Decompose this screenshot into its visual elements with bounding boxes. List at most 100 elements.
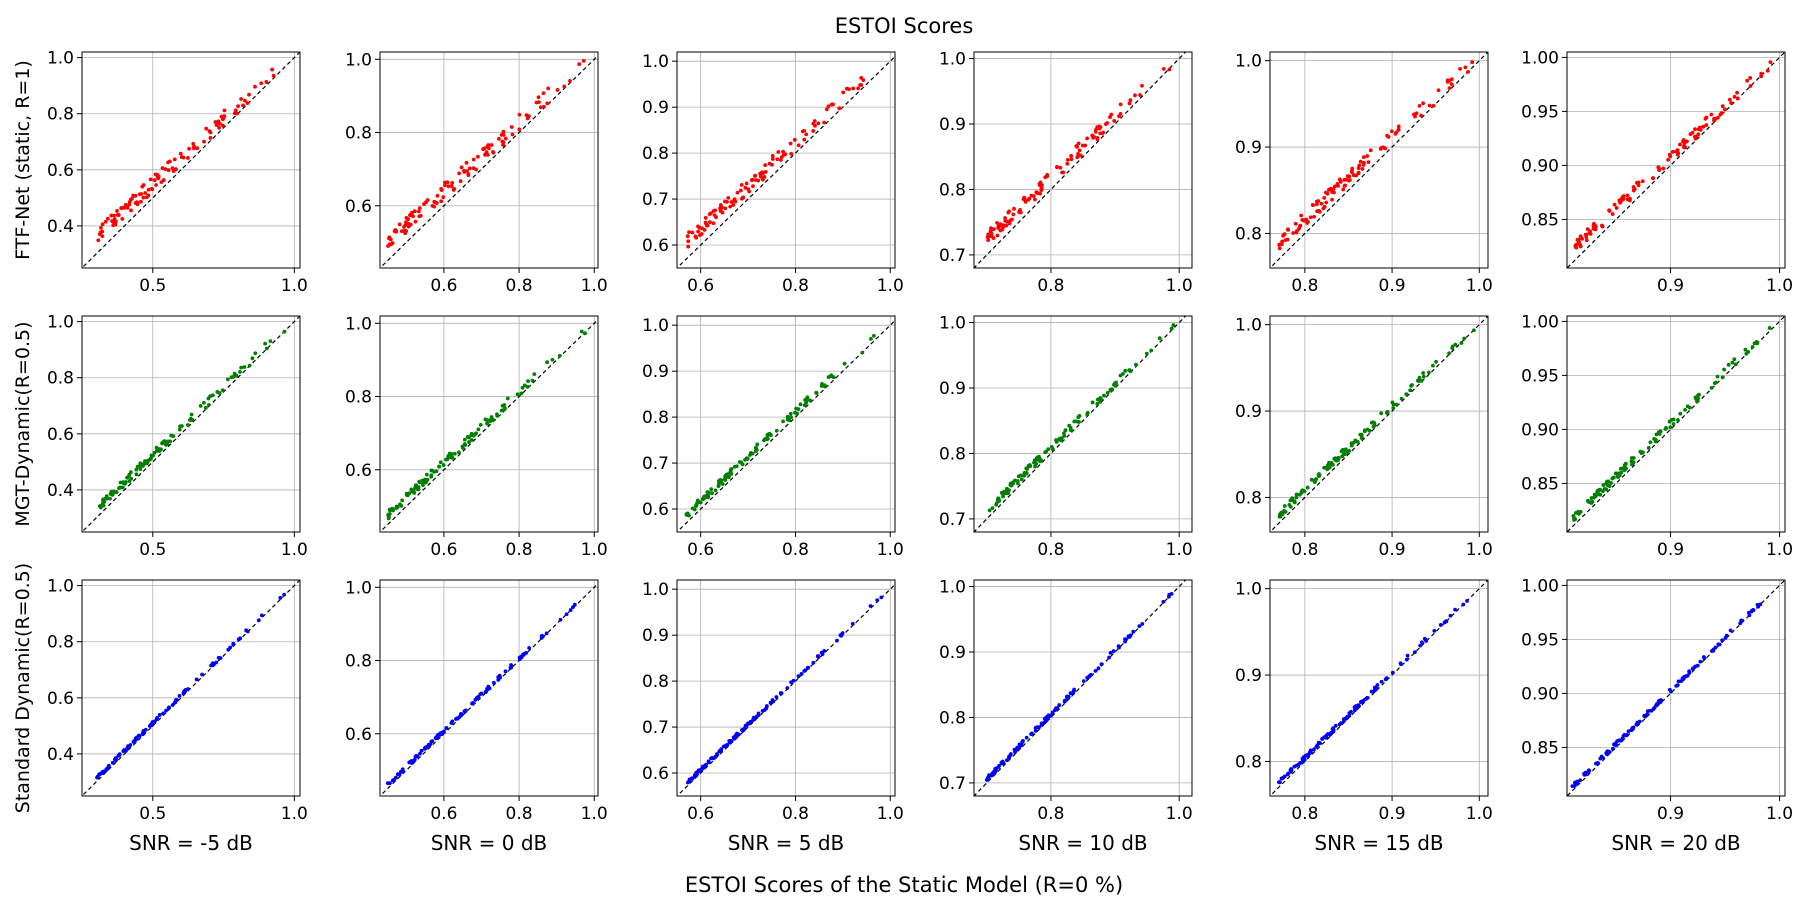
data-point: [1035, 725, 1040, 730]
data-point: [282, 592, 287, 597]
axes-frame: [81, 315, 301, 533]
data-point: [1693, 134, 1697, 139]
data-point: [1026, 197, 1031, 202]
data-point: [165, 442, 170, 447]
data-point: [1575, 242, 1580, 246]
reference-line: [380, 582, 598, 796]
data-point: [1739, 618, 1744, 623]
data-point: [457, 171, 462, 176]
data-point: [1322, 204, 1327, 209]
y-tick-label: 0.8: [642, 672, 669, 692]
data-point: [105, 216, 110, 221]
x-tick-label: 0.8: [1291, 276, 1318, 296]
data-point: [189, 412, 194, 417]
data-point: [167, 159, 172, 164]
data-point: [713, 208, 718, 213]
data-point: [110, 760, 115, 765]
data-point: [534, 100, 539, 105]
data-point: [1050, 711, 1055, 716]
data-point: [1361, 160, 1366, 165]
data-point: [751, 718, 755, 722]
data-point: [796, 674, 801, 679]
data-point: [462, 170, 467, 174]
data-point: [143, 727, 148, 732]
data-point: [1313, 478, 1318, 483]
data-point: [417, 206, 422, 211]
y-tick-label: 0.9: [642, 626, 669, 646]
data-point: [1417, 375, 1422, 380]
data-point: [723, 478, 728, 482]
data-point: [734, 464, 739, 469]
data-point: [1299, 213, 1304, 218]
x-tick-label: 1.0: [877, 540, 904, 560]
data-point: [1008, 753, 1013, 758]
data-point: [416, 209, 421, 214]
data-point: [189, 417, 194, 422]
y-tick-label: 0.8: [47, 369, 74, 389]
data-point: [123, 481, 127, 486]
data-point: [174, 697, 179, 702]
data-point: [1277, 246, 1282, 251]
data-point: [1140, 621, 1145, 626]
data-point: [1610, 476, 1615, 481]
data-point: [453, 451, 457, 456]
data-point: [796, 143, 801, 148]
data-point: [738, 188, 743, 193]
data-point: [703, 216, 708, 220]
data-point: [690, 506, 695, 511]
data-point: [851, 86, 856, 91]
data-point: [720, 210, 725, 215]
reference-line: [974, 580, 1187, 796]
data-point: [791, 678, 796, 683]
y-tick-label: 1.00: [1521, 312, 1559, 332]
data-point: [243, 98, 247, 103]
subplot-r0-c3: 0.8 1.0 0.7 0.8 0.9 1.0: [939, 50, 1193, 296]
data-point: [407, 760, 412, 765]
data-point: [1626, 729, 1631, 734]
data-point: [1646, 446, 1651, 450]
data-point: [1302, 757, 1307, 762]
y-tick-label: 0.9: [1235, 402, 1262, 422]
data-point: [1656, 165, 1661, 170]
data-point: [211, 663, 215, 668]
data-point: [571, 605, 575, 610]
data-point: [1651, 176, 1655, 181]
data-point: [172, 157, 177, 162]
data-point: [1453, 607, 1457, 612]
data-point: [177, 693, 182, 698]
data-point: [1602, 486, 1607, 491]
data-point: [467, 166, 472, 171]
data-point: [187, 146, 191, 151]
data-point: [259, 81, 264, 86]
data-point: [1017, 742, 1022, 747]
data-point: [1663, 427, 1668, 431]
data-point: [800, 129, 805, 134]
data-point: [485, 421, 490, 426]
data-point: [997, 763, 1001, 768]
reference-line: [1270, 316, 1488, 532]
data-point: [709, 211, 713, 216]
data-point: [483, 152, 487, 157]
x-tick-label: 1.0: [1166, 804, 1193, 824]
subplot-r0-c5: 0.9 1.0 0.85 0.90 0.95 1.00: [1521, 48, 1793, 296]
data-point: [792, 137, 797, 142]
subplot-grid: 0.5 1.00.40.60.81.00.6 0.8 1.00.60.81.00.6 0…: [12, 48, 1793, 855]
y-tick-label: 0.90: [1521, 684, 1559, 704]
data-point: [754, 714, 759, 719]
data-point: [1002, 223, 1007, 228]
data-point: [181, 691, 186, 696]
data-point: [686, 239, 691, 244]
data-point: [1332, 190, 1336, 195]
data-point: [438, 732, 443, 737]
data-point: [1095, 137, 1100, 142]
data-point: [991, 227, 996, 232]
data-point: [1598, 492, 1603, 497]
data-point: [1720, 104, 1725, 109]
data-point: [1399, 396, 1404, 401]
data-point: [749, 178, 754, 183]
data-point: [1714, 380, 1718, 385]
data-point: [1592, 492, 1597, 497]
data-point: [1337, 177, 1342, 182]
data-point: [1404, 657, 1409, 662]
data-point: [710, 756, 715, 760]
